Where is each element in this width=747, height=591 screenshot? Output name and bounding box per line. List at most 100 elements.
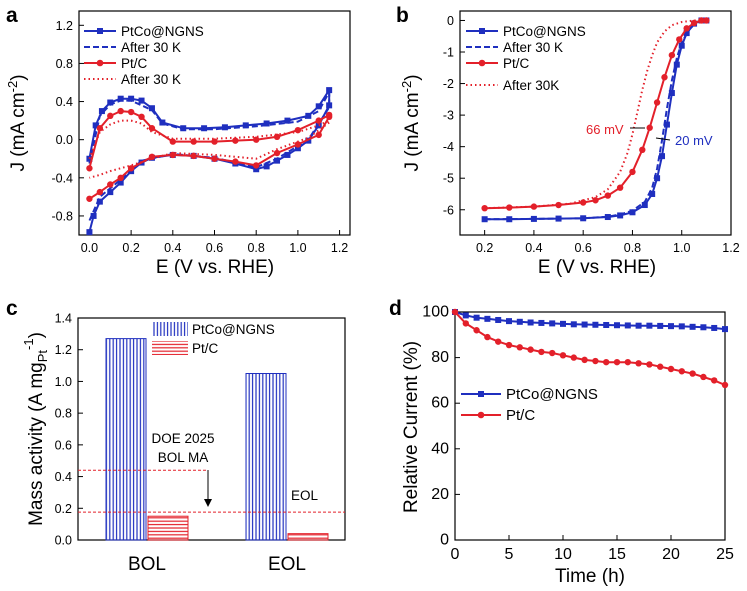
data-point-square bbox=[284, 151, 291, 158]
panel-a-x-axis-label: E (V vs. RHE) bbox=[156, 257, 274, 278]
data-point-circle bbox=[629, 168, 636, 176]
y-tick-label: -3 bbox=[443, 109, 454, 123]
data-point-circle bbox=[592, 197, 599, 204]
legend-c-ptco: PtCo@NGNS bbox=[192, 322, 275, 337]
panel-d-y-axis-label: Relative Current (%) bbox=[401, 341, 422, 513]
y-tick-label: -0.4 bbox=[51, 171, 73, 185]
x-tick-label: 0.6 bbox=[206, 241, 223, 255]
legend-b-ptco-after: After 30 K bbox=[503, 40, 563, 55]
x-tick-label: 20 bbox=[662, 546, 680, 563]
data-point-square bbox=[117, 95, 124, 102]
data-point-square bbox=[516, 318, 523, 325]
y-tick-label: -0.8 bbox=[51, 209, 73, 223]
data-point-square bbox=[86, 229, 93, 236]
x-tick-label: 10 bbox=[554, 546, 572, 563]
data-point-square bbox=[549, 320, 556, 327]
data-point-circle bbox=[721, 381, 729, 389]
data-point-square bbox=[274, 157, 281, 164]
data-point-circle bbox=[96, 188, 104, 196]
data-point-square bbox=[711, 324, 718, 331]
data-point-circle bbox=[559, 352, 567, 359]
y-tick-label: 0 bbox=[440, 532, 449, 549]
data-point-circle bbox=[570, 354, 577, 361]
data-point-circle bbox=[653, 99, 661, 106]
data-point-square bbox=[294, 145, 301, 152]
data-point-square bbox=[570, 321, 577, 328]
panel-d-x-axis-label: Time (h) bbox=[555, 566, 625, 587]
data-point-square bbox=[700, 324, 707, 331]
data-point-square bbox=[663, 121, 670, 128]
data-point-square bbox=[668, 323, 674, 330]
y-tick-label: -1 bbox=[443, 46, 454, 60]
data-point-square bbox=[92, 122, 99, 129]
data-point-circle bbox=[211, 138, 218, 145]
bar-bol-1 bbox=[147, 515, 189, 541]
data-point-circle bbox=[169, 138, 177, 145]
y-tick-label: 0.0 bbox=[56, 133, 73, 147]
data-point-square bbox=[722, 326, 728, 333]
panel-b-y-axis-label-sup: -2 bbox=[399, 81, 414, 93]
data-point-square bbox=[284, 117, 291, 124]
data-point-circle bbox=[604, 192, 612, 199]
panel-c-y-axis-label-main: Mass activity (A mg bbox=[26, 362, 47, 526]
data-point-circle bbox=[676, 36, 683, 43]
annotation-66mv: 66 mV bbox=[586, 122, 624, 137]
annotation-doe-line2: BOL MA bbox=[158, 450, 209, 465]
data-point-circle bbox=[190, 138, 197, 145]
data-point-square bbox=[107, 189, 114, 196]
data-point-circle bbox=[473, 327, 480, 334]
y-tick-label: 1.2 bbox=[56, 19, 73, 33]
legend-b-ptc-after: After 30K bbox=[503, 78, 559, 93]
data-point-square bbox=[201, 125, 208, 132]
y-tick-label: 1.4 bbox=[55, 312, 72, 326]
data-point-square bbox=[506, 318, 512, 325]
y-tick-label: 0.8 bbox=[55, 407, 72, 421]
y-tick-label: -6 bbox=[443, 203, 454, 217]
series-line-1 bbox=[484, 19, 707, 221]
panel-c-axes: 0.0 0.2 0.4 0.6 0.8 1.0 1.2 1.4 bbox=[55, 312, 83, 548]
data-point-circle bbox=[616, 184, 624, 191]
y-tick-label: 100 bbox=[422, 304, 449, 321]
bar-bol-0 bbox=[105, 338, 147, 541]
data-point-square bbox=[659, 153, 666, 160]
panel-b-annotations: 66 mV 20 mV bbox=[586, 122, 713, 148]
series-line-3 bbox=[484, 19, 707, 210]
data-point-circle bbox=[646, 361, 653, 368]
data-point-square bbox=[538, 319, 545, 326]
data-point-circle bbox=[294, 141, 302, 148]
x-tick-label: 15 bbox=[608, 546, 626, 563]
data-point-circle bbox=[581, 356, 588, 364]
data-point-square bbox=[128, 95, 135, 102]
data-point-circle bbox=[86, 195, 93, 202]
arrow-head-icon bbox=[204, 499, 212, 507]
data-point-square bbox=[506, 216, 513, 223]
data-point-circle bbox=[462, 320, 469, 327]
data-point-circle bbox=[484, 333, 491, 341]
x-tick-label: 1.0 bbox=[289, 241, 306, 255]
legend-c-ptc: Pt/C bbox=[192, 341, 219, 356]
panel-c-category-labels: BOL EOL bbox=[128, 554, 306, 575]
panel-c-reference-lines bbox=[78, 469, 345, 513]
data-point-circle bbox=[506, 204, 513, 211]
data-point-square bbox=[673, 61, 680, 68]
data-point-square bbox=[614, 322, 620, 329]
data-point-square bbox=[326, 87, 333, 94]
panel-c-y-axis-label: Mass activity (A mgPt-1) bbox=[21, 332, 50, 526]
panel-b-label: b bbox=[396, 4, 409, 27]
data-point-circle bbox=[315, 117, 322, 124]
data-point-circle bbox=[579, 199, 587, 206]
data-point-circle bbox=[495, 338, 502, 345]
data-point-circle bbox=[668, 51, 676, 59]
y-tick-label: 0.4 bbox=[55, 470, 72, 484]
panel-b-y-axis-label-main: J (mA cm bbox=[402, 92, 423, 171]
data-point-square bbox=[473, 314, 480, 321]
panel-a-label: a bbox=[6, 4, 18, 27]
legend-a-ptco: PtCo@NGNS bbox=[121, 24, 204, 39]
data-point-square bbox=[117, 179, 124, 186]
panel-d-plot-frame bbox=[454, 311, 726, 541]
x-tick-label: 25 bbox=[716, 546, 734, 563]
data-point-square bbox=[604, 214, 611, 221]
data-point-circle bbox=[190, 152, 197, 160]
data-point-square bbox=[603, 321, 610, 328]
data-point-square bbox=[624, 322, 631, 329]
